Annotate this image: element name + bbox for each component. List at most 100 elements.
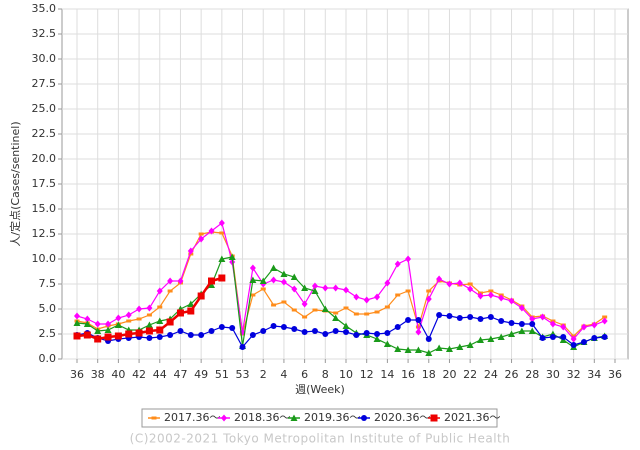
marker (94, 327, 102, 334)
x-tick-label: 28 (525, 368, 539, 381)
marker (529, 321, 536, 327)
x-tick-label: 12 (360, 368, 374, 381)
marker (477, 316, 484, 322)
marker (280, 278, 287, 286)
x-tick-label: 32 (567, 368, 581, 381)
marker (395, 293, 401, 297)
x-tick-label: 4 (280, 368, 287, 381)
marker (301, 284, 309, 291)
marker (218, 255, 226, 262)
marker (549, 320, 556, 328)
marker (508, 320, 515, 326)
marker (290, 273, 298, 280)
y-tick-label: 20.0 (32, 152, 57, 165)
y-tick-label: 27.5 (32, 77, 57, 90)
marker (187, 307, 195, 315)
y-tick-label: 30.0 (32, 52, 57, 65)
marker (197, 292, 205, 300)
marker (487, 335, 495, 342)
marker (436, 275, 443, 283)
marker (73, 319, 81, 326)
marker (363, 330, 370, 336)
marker (321, 305, 329, 312)
marker (135, 329, 143, 337)
x-tick-label: 49 (194, 368, 208, 381)
marker (208, 277, 215, 285)
marker (114, 321, 122, 328)
x-tick-label: 34 (587, 368, 601, 381)
x-tick-label: 26 (505, 368, 519, 381)
marker (312, 308, 318, 312)
y-axis-label: 人/定点(Cases/sentinel) (8, 121, 22, 246)
marker (580, 339, 587, 345)
marker (114, 332, 122, 340)
marker (405, 317, 412, 323)
marker (529, 315, 536, 323)
legend-box (141, 408, 498, 428)
x-tick-label: 44 (153, 368, 167, 381)
marker (156, 334, 163, 340)
marker (260, 328, 267, 334)
marker (539, 335, 546, 341)
marker (353, 293, 360, 301)
marker (435, 344, 443, 351)
marker (333, 311, 339, 315)
marker (291, 308, 297, 312)
x-axis-label: 週(Week) (295, 383, 345, 396)
x-tick-label: 6 (301, 368, 308, 381)
marker (156, 317, 164, 324)
marker (104, 326, 112, 333)
marker (415, 325, 421, 329)
marker (146, 313, 152, 317)
legend-label: 2019.36～ (304, 411, 361, 424)
marker (332, 284, 339, 292)
series-line (76, 256, 605, 354)
marker (151, 416, 157, 420)
marker (322, 284, 329, 292)
marker (177, 277, 184, 285)
x-tick-label: 36 (608, 368, 622, 381)
marker (384, 330, 391, 336)
marker (374, 331, 381, 337)
marker (187, 247, 194, 255)
marker (167, 289, 173, 293)
marker (601, 334, 608, 340)
marker (260, 287, 266, 291)
marker (126, 319, 132, 323)
marker (436, 312, 443, 318)
marker (167, 332, 174, 338)
marker (374, 310, 380, 314)
marker (497, 333, 505, 340)
x-tick-label: 22 (463, 368, 477, 381)
marker (456, 343, 464, 350)
marker (270, 323, 277, 329)
marker (560, 334, 567, 340)
marker (187, 332, 194, 338)
marker (363, 296, 370, 304)
marker (394, 324, 401, 330)
x-tick-label: 2 (260, 368, 267, 381)
marker (518, 321, 525, 327)
marker (425, 349, 433, 356)
marker (591, 321, 598, 329)
marker (311, 282, 318, 290)
marker (249, 264, 256, 272)
y-tick-label: 2.5 (39, 327, 57, 340)
marker (177, 328, 184, 334)
marker (228, 253, 236, 260)
y-tick-label: 7.5 (39, 277, 57, 290)
marker (271, 303, 277, 307)
marker (405, 255, 412, 263)
x-tick-label: 10 (339, 368, 353, 381)
y-tick-label: 12.5 (32, 227, 57, 240)
marker (415, 317, 422, 323)
marker (290, 414, 298, 421)
marker (249, 332, 256, 338)
marker (259, 277, 267, 284)
marker (280, 324, 287, 330)
x-tick-label: 24 (484, 368, 498, 381)
marker (74, 312, 80, 320)
marker (467, 282, 473, 286)
marker (394, 345, 402, 352)
